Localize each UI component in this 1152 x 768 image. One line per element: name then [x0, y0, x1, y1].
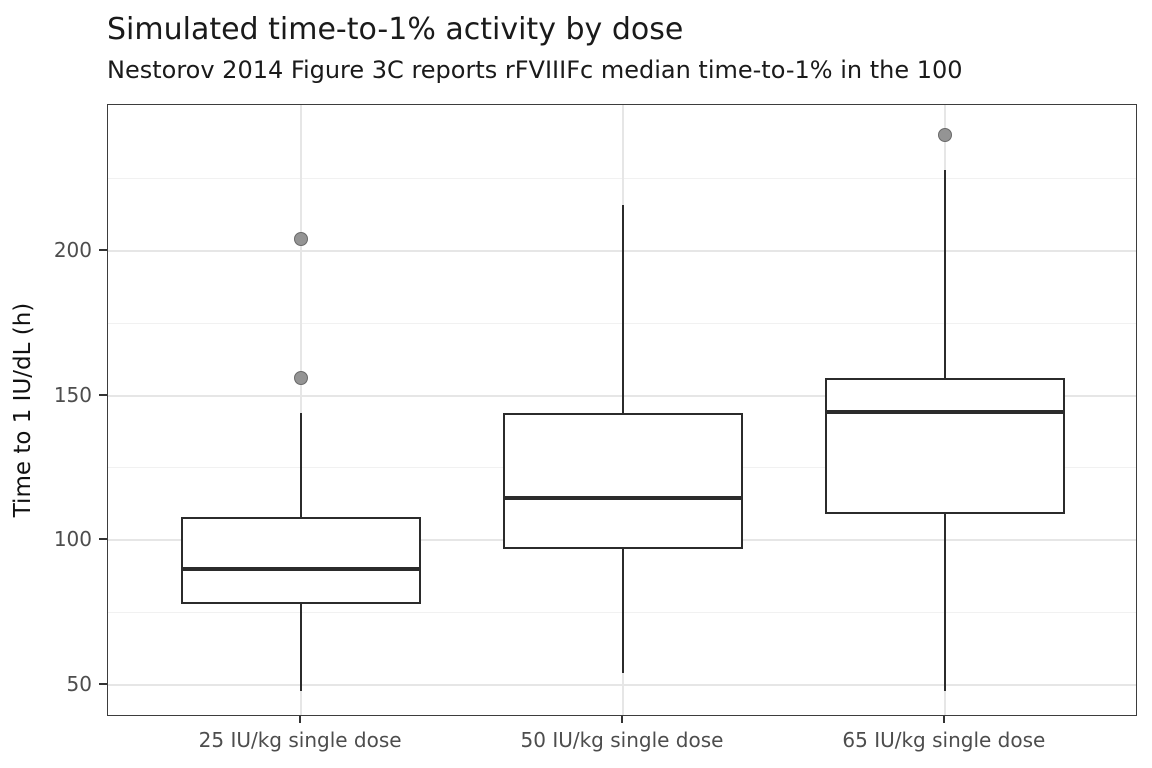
y-tick-label-200: 200 — [53, 238, 92, 263]
y-tick-mark-100 — [99, 538, 107, 541]
median-line — [824, 409, 1065, 414]
x-category-label-3: 65 IU/kg single dose — [842, 728, 1046, 752]
x-category-label-1: 25 IU/kg single dose — [198, 728, 402, 752]
gridline-major-x-1 — [300, 105, 303, 715]
y-tick-label-100: 100 — [53, 527, 92, 552]
box-iqr — [824, 378, 1065, 515]
box-iqr — [503, 413, 743, 549]
outlier-point — [294, 232, 309, 247]
y-tick-mark-150 — [99, 393, 107, 396]
median-line — [503, 496, 743, 501]
outlier-point — [294, 371, 309, 386]
x-category-label-2: 50 IU/kg single dose — [520, 728, 724, 752]
plot-panel — [107, 104, 1137, 716]
x-tick-mark-1 — [299, 716, 302, 723]
y-tick-label-150: 150 — [53, 382, 92, 407]
y-tick-label-50: 50 — [66, 671, 92, 696]
x-tick-mark-3 — [942, 716, 945, 723]
y-tick-mark-200 — [99, 249, 107, 252]
chart-subtitle: Nestorov 2014 Figure 3C reports rFVIIIFc… — [107, 56, 963, 84]
whisker-lower — [943, 514, 946, 691]
outlier-point — [937, 128, 952, 143]
y-tick-mark-50 — [99, 682, 107, 685]
whisker-lower — [622, 548, 624, 674]
chart-title: Simulated time-to-1% activity by dose — [107, 12, 684, 47]
whisker-upper — [622, 204, 624, 414]
median-line — [181, 567, 422, 572]
y-axis-title: Time to 1 IU/dL (h) — [10, 302, 36, 518]
whisker-upper — [300, 413, 303, 518]
whisker-upper — [943, 170, 946, 379]
box-iqr — [181, 517, 422, 604]
x-tick-mark-2 — [621, 716, 623, 723]
whisker-lower — [300, 603, 303, 691]
